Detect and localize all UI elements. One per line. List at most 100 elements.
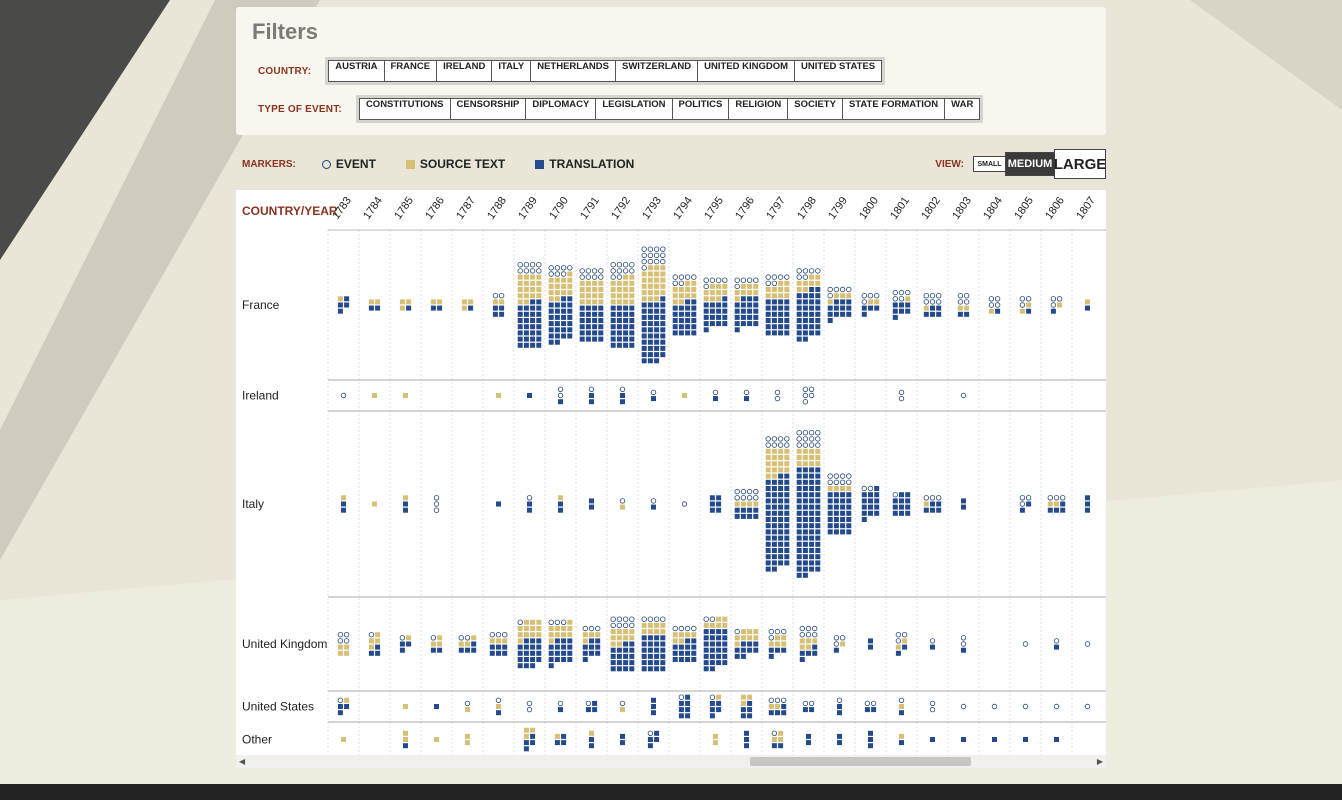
translation-marker[interactable] [523,638,529,644]
source-text-marker[interactable] [784,280,790,286]
event-marker[interactable] [734,283,740,290]
translation-marker[interactable] [703,647,709,653]
event-marker[interactable] [672,280,678,286]
translation-marker[interactable] [592,336,598,342]
source-text-marker[interactable] [629,299,635,305]
translation-marker[interactable] [716,495,722,501]
event-marker[interactable] [812,625,818,632]
translation-marker[interactable] [654,308,660,314]
translation-marker[interactable] [585,707,591,713]
source-text-marker[interactable] [672,287,678,292]
translation-marker[interactable] [874,510,880,516]
event-marker[interactable] [827,479,833,485]
translation-marker[interactable] [616,660,622,666]
translation-marker[interactable] [809,473,815,479]
translation-marker[interactable] [536,299,542,305]
translation-marker[interactable] [654,339,660,345]
translation-marker[interactable] [809,523,815,529]
translation-marker[interactable] [716,302,722,308]
translation-marker[interactable] [437,305,443,311]
translation-marker[interactable] [647,308,653,314]
source-text-marker[interactable] [375,632,381,638]
translation-marker[interactable] [561,644,567,650]
source-text-marker[interactable] [905,296,911,302]
translation-marker[interactable] [846,510,852,516]
event-marker[interactable] [833,473,840,479]
translation-marker[interactable] [740,314,746,320]
translation-marker[interactable] [703,641,709,647]
source-text-marker[interactable] [815,280,821,286]
event-marker[interactable] [936,292,942,299]
source-text-marker[interactable] [641,629,647,635]
translation-marker[interactable] [561,733,567,739]
translation-marker[interactable] [641,666,647,672]
source-text-marker[interactable] [375,638,381,644]
translation-marker[interactable] [747,321,753,327]
translation-marker[interactable] [809,529,815,535]
source-text-marker[interactable] [620,707,625,713]
translation-marker[interactable] [812,650,818,656]
translation-marker[interactable] [809,318,815,323]
source-text-marker[interactable] [592,293,598,299]
translation-marker[interactable] [861,305,867,311]
source-text-marker[interactable] [647,277,653,283]
source-text-marker[interactable] [678,293,684,299]
source-text-marker[interactable] [548,638,554,644]
event-marker[interactable] [591,274,598,280]
event-marker[interactable] [517,261,523,268]
translation-marker[interactable] [691,311,697,317]
source-text-marker[interactable] [629,629,635,635]
translation-marker[interactable] [771,535,777,541]
translation-marker[interactable] [623,311,629,317]
event-marker[interactable] [610,274,616,280]
translation-marker[interactable] [771,529,777,535]
source-text-marker[interactable] [781,635,787,641]
translation-marker[interactable] [598,311,604,317]
translation-marker[interactable] [589,638,594,644]
event-marker[interactable] [619,700,626,707]
translation-marker[interactable] [802,305,808,311]
source-text-marker[interactable] [778,737,784,742]
translation-marker[interactable] [784,535,790,541]
event-marker[interactable] [622,616,629,622]
source-text-marker[interactable] [567,290,573,296]
source-text-marker[interactable] [703,290,709,296]
translation-marker[interactable] [846,492,852,498]
event-marker[interactable] [560,271,567,277]
translation-marker[interactable] [778,554,784,560]
translation-marker[interactable] [709,507,715,513]
source-text-marker[interactable] [610,299,616,305]
translation-marker[interactable] [747,641,753,647]
translation-marker[interactable] [641,653,647,659]
source-text-marker[interactable] [647,265,653,271]
event-marker[interactable] [898,395,905,402]
translation-marker[interactable] [567,308,573,314]
source-text-marker[interactable] [778,448,784,454]
source-text-marker[interactable] [778,730,784,736]
translation-marker[interactable] [734,647,740,653]
event-marker[interactable] [560,619,567,625]
translation-marker[interactable] [548,302,554,308]
source-text-marker[interactable] [815,448,821,454]
event-marker[interactable] [796,274,802,280]
translation-marker[interactable] [815,330,821,336]
horizontal-scrollbar[interactable]: ◀ ▶ [236,755,1106,768]
translation-marker[interactable] [905,302,911,308]
translation-marker[interactable] [781,647,787,653]
translation-marker[interactable] [709,707,715,713]
translation-marker[interactable] [489,644,495,650]
translation-marker[interactable] [589,644,594,650]
translation-marker[interactable] [523,336,529,342]
source-text-marker[interactable] [734,290,740,296]
country-united-kingdom-button[interactable]: UNITED KINGDOM [697,60,796,82]
source-text-marker[interactable] [765,467,771,473]
translation-marker[interactable] [905,504,911,510]
translation-marker[interactable] [796,479,802,485]
source-text-marker[interactable] [778,287,784,292]
translation-marker[interactable] [846,504,852,510]
event-marker[interactable] [610,616,616,622]
translation-marker[interactable] [629,666,635,672]
translation-marker[interactable] [672,330,678,336]
translation-marker[interactable] [548,644,554,650]
translation-marker[interactable] [660,321,666,327]
